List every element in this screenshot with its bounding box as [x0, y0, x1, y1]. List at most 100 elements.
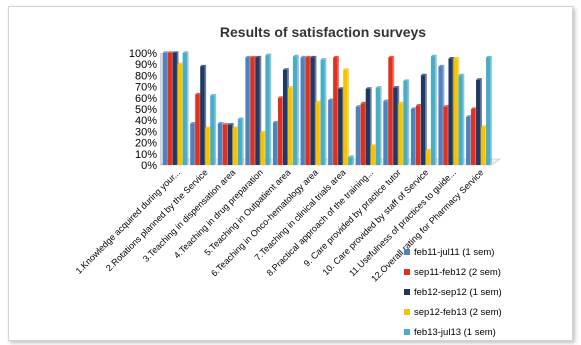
bar-top — [410, 107, 417, 109]
bar-top — [343, 68, 350, 70]
bar-front — [355, 106, 361, 165]
bar-front — [438, 66, 443, 165]
bar-side — [214, 93, 217, 165]
bar-top — [415, 104, 422, 106]
bar-side — [380, 86, 382, 165]
bar-top — [210, 93, 217, 96]
bar-front — [282, 69, 288, 165]
bar-top — [471, 107, 477, 109]
bars-layer — [162, 51, 492, 166]
bar-top — [172, 51, 179, 53]
bar-top — [443, 105, 450, 107]
bar-front — [403, 81, 408, 165]
bar-front — [172, 53, 177, 165]
bar-front — [425, 150, 431, 165]
bar-side — [490, 55, 492, 165]
bar-top — [282, 68, 289, 70]
bar — [403, 79, 410, 165]
bar — [292, 54, 299, 166]
bar-side — [425, 73, 427, 165]
bar-front — [333, 57, 338, 166]
bar — [210, 93, 217, 165]
bar — [430, 54, 437, 166]
bar-front — [383, 101, 388, 165]
bar-front — [375, 87, 381, 165]
bar-front — [458, 75, 463, 165]
bar-top — [200, 64, 207, 67]
bar-top — [370, 144, 377, 146]
bar-top — [217, 121, 224, 124]
bar-top — [300, 55, 307, 58]
bar-side — [186, 51, 189, 165]
legend-swatch — [404, 309, 410, 315]
bar-top — [348, 155, 355, 158]
y-tick-label: 90% — [135, 59, 157, 71]
bar-top — [177, 62, 184, 65]
bar-front — [217, 123, 223, 165]
bar-top — [328, 98, 335, 101]
bar-side — [269, 53, 272, 165]
bar-top — [476, 78, 482, 80]
bar-top — [338, 87, 345, 89]
legend: feb11-jul11 (1 sem) sep11-feb12 (2 sem) fe… — [404, 247, 502, 338]
bar-top — [250, 55, 257, 58]
bar-top — [466, 115, 472, 117]
bar-top — [365, 87, 372, 89]
bar-top — [355, 105, 362, 107]
bar-front — [370, 145, 376, 165]
bar-front — [195, 94, 200, 165]
bar-front — [222, 124, 228, 165]
bar-front — [388, 57, 393, 166]
bar-front — [320, 59, 325, 165]
bar-top — [292, 54, 299, 57]
bar-side — [435, 54, 437, 166]
chart-frame: Results of satisfaction surveys 0% 10% 20%… — [8, 6, 573, 341]
bar-top — [420, 73, 427, 76]
bar-top — [403, 79, 410, 81]
legend-label: sep12-feb13 (2 sem) — [414, 307, 502, 318]
bar-front — [476, 79, 481, 165]
y-tick-label: 100% — [129, 48, 157, 60]
bar-top — [195, 92, 202, 95]
bar-front — [255, 57, 260, 166]
bar-top — [260, 130, 267, 133]
bar — [182, 51, 189, 165]
bar-front — [453, 58, 458, 165]
bar-top — [375, 86, 382, 88]
bar-front — [410, 109, 416, 165]
plot-backwall — [161, 47, 500, 53]
bar — [420, 73, 427, 165]
y-tick-label: 0% — [141, 160, 157, 172]
bar-front — [310, 57, 315, 166]
bar-front — [287, 87, 293, 165]
bar-top — [287, 86, 294, 88]
bar-front — [232, 128, 238, 165]
bar-top — [205, 126, 212, 129]
y-tick-label: 80% — [135, 70, 157, 82]
bar-top — [333, 55, 340, 58]
bar — [348, 155, 355, 165]
bar-front — [343, 69, 348, 165]
y-tick-label: 60% — [135, 93, 157, 105]
legend-swatch — [404, 289, 410, 295]
bar-top — [265, 53, 272, 56]
y-tick-label: 70% — [135, 82, 157, 94]
bar-top — [425, 148, 432, 151]
bar-front — [265, 55, 270, 165]
y-tick-label: 20% — [135, 138, 157, 150]
bar-front — [205, 128, 210, 165]
bar-top — [458, 73, 465, 76]
bar-front — [430, 56, 436, 165]
category-label: 2.Rotations planned by the Service — [104, 167, 210, 273]
bar-front — [162, 53, 167, 165]
bar — [237, 117, 244, 165]
bar-top — [237, 117, 244, 120]
bar-front — [365, 88, 371, 165]
bar-top — [320, 58, 327, 60]
bar-top — [398, 101, 405, 104]
legend-swatch — [404, 329, 410, 335]
bar-side — [242, 117, 244, 165]
bar-top — [360, 101, 367, 104]
bar-side — [462, 73, 465, 165]
bar — [486, 55, 492, 166]
